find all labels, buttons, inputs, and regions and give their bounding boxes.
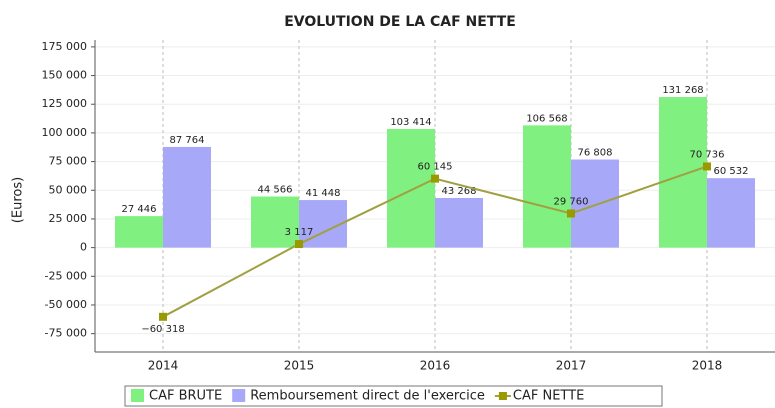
legend-label: Remboursement direct de l'exercice	[250, 389, 485, 404]
bar	[707, 178, 755, 248]
x-tick-label: 2017	[556, 359, 587, 373]
x-tick-label: 2018	[692, 359, 723, 373]
data-label: −60 318	[141, 324, 184, 335]
y-axis-label: (Euros)	[11, 177, 26, 223]
y-tick-label: 50 000	[49, 183, 88, 196]
data-label: 60 145	[418, 162, 453, 173]
y-tick-label: 0	[80, 241, 87, 254]
y-tick-label: 175 000	[42, 40, 88, 53]
y-tick-label: 150 000	[42, 69, 88, 82]
data-label: 87 764	[170, 135, 205, 146]
data-label: 60 532	[714, 166, 749, 177]
data-label: 76 808	[578, 148, 613, 159]
data-label: 70 736	[690, 149, 725, 160]
chart-title: EVOLUTION DE LA CAF NETTE	[284, 14, 516, 30]
legend-swatch	[232, 389, 246, 402]
legend-marker	[498, 392, 507, 400]
bar	[387, 128, 435, 248]
data-label: 103 414	[390, 117, 431, 128]
data-label: 29 760	[554, 196, 589, 207]
y-tick-label: 75 000	[49, 155, 88, 168]
y-tick-label: 25 000	[49, 212, 88, 225]
data-label: 27 446	[122, 204, 157, 215]
line-marker	[431, 174, 439, 183]
y-tick-label: 125 000	[42, 97, 88, 110]
data-label: 3 117	[285, 227, 314, 238]
data-label: 44 566	[258, 184, 293, 195]
line-marker	[703, 162, 711, 171]
y-tick-label: -25 000	[45, 269, 87, 282]
x-tick-label: 2016	[420, 359, 451, 373]
bar	[523, 125, 571, 248]
data-label: 131 268	[662, 85, 703, 96]
bar	[659, 97, 707, 248]
x-tick-label: 2014	[148, 359, 179, 373]
y-tick-label: -50 000	[45, 298, 87, 311]
bar	[435, 197, 483, 248]
line-marker	[295, 240, 303, 249]
y-tick-label: 100 000	[42, 126, 88, 139]
y-tick-label: -75 000	[45, 327, 87, 340]
legend-box	[124, 385, 663, 407]
legend-swatch	[131, 389, 144, 402]
line-marker	[567, 209, 575, 218]
line-marker	[159, 312, 167, 321]
legend-label: CAF BRUTE	[149, 389, 222, 404]
bar	[115, 216, 163, 248]
data-label: 41 448	[306, 188, 341, 199]
data-label: 106 568	[526, 113, 567, 124]
data-label: 43 268	[442, 186, 477, 197]
legend-label: CAF NETTE	[513, 389, 584, 404]
bar	[251, 196, 299, 248]
x-tick-label: 2015	[284, 359, 315, 373]
bar	[571, 159, 619, 248]
bar	[163, 146, 211, 248]
